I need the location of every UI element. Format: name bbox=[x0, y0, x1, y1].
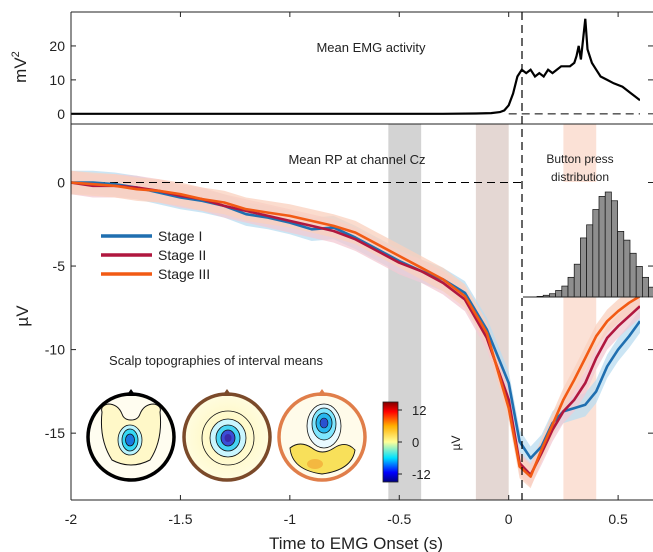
x-tick-label: 0 bbox=[505, 511, 513, 527]
colorbar-tick-label: 0 bbox=[412, 435, 419, 450]
histogram-bar bbox=[642, 276, 649, 298]
legend: Stage I Stage II Stage III bbox=[101, 228, 210, 282]
button-press-histogram: Button press distribution bbox=[523, 152, 653, 298]
legend-label: Stage II bbox=[158, 247, 206, 263]
x-tick-label: 0.5 bbox=[608, 511, 628, 527]
colorbar-tick-label: -12 bbox=[412, 467, 431, 482]
histogram-bar bbox=[598, 196, 606, 298]
emg-y-tick-label: 10 bbox=[49, 72, 65, 88]
colorbar: 12 0 -12 µV bbox=[382, 401, 463, 483]
x-tick-label: -2 bbox=[65, 511, 78, 527]
x-tick-label: -1.5 bbox=[168, 511, 192, 527]
rp-panel: Mean RP at channel Cz -15-10-50 -2 -1.5 -1… bbox=[13, 12, 653, 552]
histogram-bar bbox=[617, 231, 625, 298]
emg-y-tick-label: 0 bbox=[57, 106, 65, 122]
x-axis-label: Time to EMG Onset (s) bbox=[269, 534, 443, 552]
emg-y-tick-label: 20 bbox=[49, 38, 65, 54]
colorbar-tick-label: 12 bbox=[412, 403, 426, 418]
histogram-bar bbox=[648, 286, 653, 298]
histogram-bar bbox=[573, 263, 581, 298]
histogram-bar bbox=[586, 224, 594, 298]
legend-label: Stage I bbox=[158, 228, 202, 244]
histogram-bar bbox=[592, 209, 600, 298]
scalp-map-stage-2 bbox=[182, 389, 272, 482]
emg-y-axis-label: mV2 bbox=[10, 51, 30, 83]
histogram-bar bbox=[555, 290, 563, 298]
emg-title: Mean EMG activity bbox=[316, 40, 426, 55]
scalp-topographies: Scalp topographies of interval means bbox=[86, 353, 463, 483]
rp-y-tick-label: -10 bbox=[45, 342, 65, 358]
axes-frames bbox=[70, 11, 653, 501]
x-tick-label: -0.5 bbox=[387, 511, 411, 527]
rp-band-3 bbox=[71, 170, 640, 489]
rp-y-tick-label: -15 bbox=[45, 425, 65, 441]
colorbar-label: µV bbox=[449, 436, 463, 451]
histogram-title: Button press distribution bbox=[546, 152, 613, 184]
histogram-bar bbox=[604, 191, 612, 298]
emg-series-line bbox=[71, 18, 640, 115]
rp-y-tick-label: 0 bbox=[57, 174, 65, 190]
legend-label: Stage III bbox=[158, 266, 210, 282]
rp-y-axis-label: µV bbox=[13, 305, 32, 327]
scalp-map-stage-1 bbox=[86, 389, 176, 482]
histogram-bar bbox=[623, 239, 631, 298]
rp-y-tick-label: -5 bbox=[53, 258, 66, 274]
topographies-title: Scalp topographies of interval means bbox=[109, 353, 323, 368]
x-tick-label: -1 bbox=[284, 511, 297, 527]
histogram-bar bbox=[635, 266, 643, 298]
rp-title: Mean RP at channel Cz bbox=[288, 152, 425, 167]
histogram-bar bbox=[567, 276, 575, 298]
histogram-bar bbox=[629, 252, 637, 298]
emg-panel: Mean EMG activity 0 10 20 mV2 bbox=[10, 18, 653, 122]
histogram-bar bbox=[561, 285, 569, 298]
rp-series-line-3 bbox=[71, 181, 640, 478]
histogram-bar bbox=[580, 237, 587, 298]
histogram-bar bbox=[611, 200, 618, 298]
scalp-map-stage-3 bbox=[277, 389, 367, 482]
